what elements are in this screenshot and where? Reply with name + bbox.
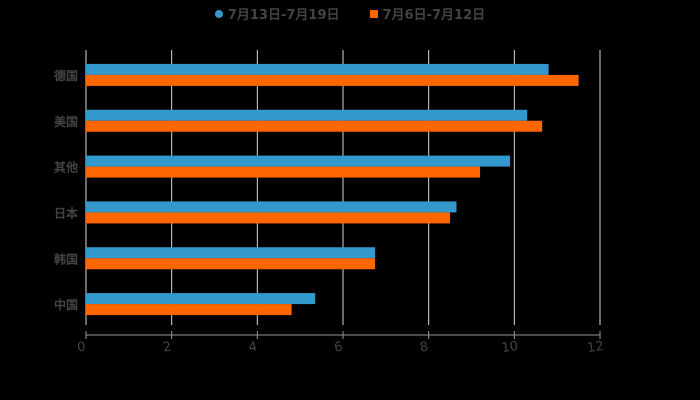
legend-item-series-2[interactable]: 7月6日-7月12日 — [369, 4, 486, 23]
y-category-label: 美国 — [54, 114, 78, 129]
legend-swatch-square-icon — [369, 9, 378, 18]
bar[interactable] — [86, 63, 549, 75]
bar[interactable] — [86, 201, 457, 213]
legend-label: 7月6日-7月12日 — [382, 8, 486, 23]
bar[interactable] — [86, 74, 579, 86]
y-category-label: 其他 — [54, 160, 78, 175]
x-tick-label: 4 — [248, 340, 258, 356]
x-tick-label: 12 — [586, 339, 604, 356]
bar[interactable] — [86, 109, 528, 121]
x-tick-label: 2 — [162, 340, 172, 356]
bar[interactable] — [86, 258, 376, 270]
bar[interactable] — [86, 293, 316, 305]
y-category-label: 德国 — [54, 68, 78, 83]
bar[interactable] — [86, 166, 481, 178]
bar[interactable] — [86, 212, 451, 224]
y-category-label: 日本 — [54, 205, 78, 220]
y-category-label: 中国 — [54, 297, 78, 312]
bar[interactable] — [86, 247, 376, 259]
x-tick-label: 6 — [333, 340, 343, 356]
bar[interactable] — [86, 304, 292, 316]
x-tick-label: 0 — [76, 340, 86, 356]
legend-swatch-circle-icon — [214, 9, 223, 18]
bar[interactable] — [86, 155, 511, 167]
bar[interactable] — [86, 120, 543, 132]
chart-legend: 7月13日-7月19日 7月6日-7月12日 — [0, 4, 700, 23]
y-category-label: 韩国 — [54, 251, 78, 266]
legend-label: 7月13日-7月19日 — [227, 8, 340, 23]
legend-item-series-1[interactable]: 7月13日-7月19日 — [214, 4, 340, 23]
x-tick-label: 8 — [419, 340, 429, 356]
x-tick-label: 10 — [501, 339, 519, 356]
